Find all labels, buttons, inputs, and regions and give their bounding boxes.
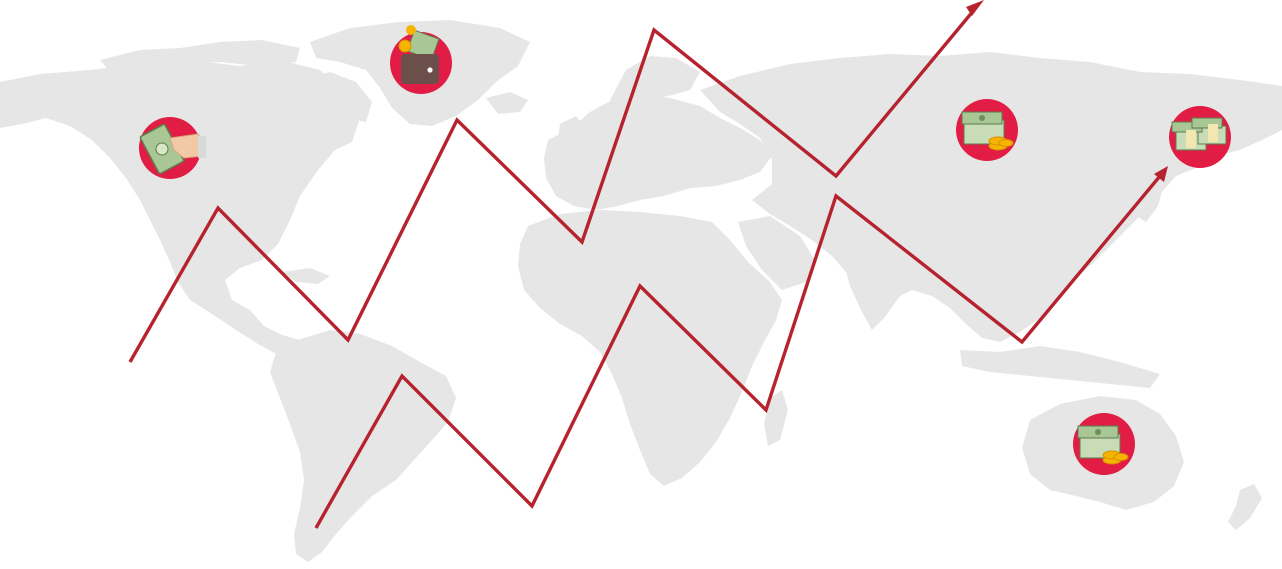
region-british-isles	[558, 116, 586, 152]
trend-arrowhead-lower	[1154, 166, 1168, 182]
region-india	[840, 246, 914, 330]
region-madagascar	[764, 390, 788, 446]
continent-north-america	[0, 60, 360, 360]
badge-greenland	[390, 25, 452, 94]
badge-north-america	[139, 117, 206, 179]
trend-arrowhead-upper	[966, 0, 984, 16]
world-map	[0, 20, 1282, 562]
trend-line-upper	[128, 8, 976, 363]
badge-australia	[1073, 413, 1135, 475]
region-canadian-arctic	[100, 40, 300, 72]
trend-lines	[128, 0, 1168, 529]
badge-east-asia	[1169, 106, 1231, 168]
region-arabian-peninsula	[738, 216, 816, 290]
region-baffin-island	[300, 72, 372, 122]
region-southeast-asia-islands	[960, 346, 1160, 388]
cash-stack-with-coins-icon	[961, 111, 1014, 151]
continent-africa	[518, 210, 782, 486]
region-new-zealand	[1228, 484, 1262, 530]
hand-holding-cash-icon	[139, 123, 206, 175]
trend-line-lower	[314, 174, 1162, 529]
region-japan	[1136, 176, 1164, 222]
region-scandinavia	[610, 56, 700, 100]
cash-stack-with-coins-icon	[1077, 425, 1129, 465]
badge-russia	[956, 99, 1018, 161]
large-cash-stacks-icon	[1171, 117, 1227, 151]
region-iceland	[486, 92, 528, 114]
wallet-with-cash-and-coin-icon	[398, 25, 440, 84]
region-caribbean	[282, 268, 330, 284]
continent-asia	[700, 52, 1282, 342]
